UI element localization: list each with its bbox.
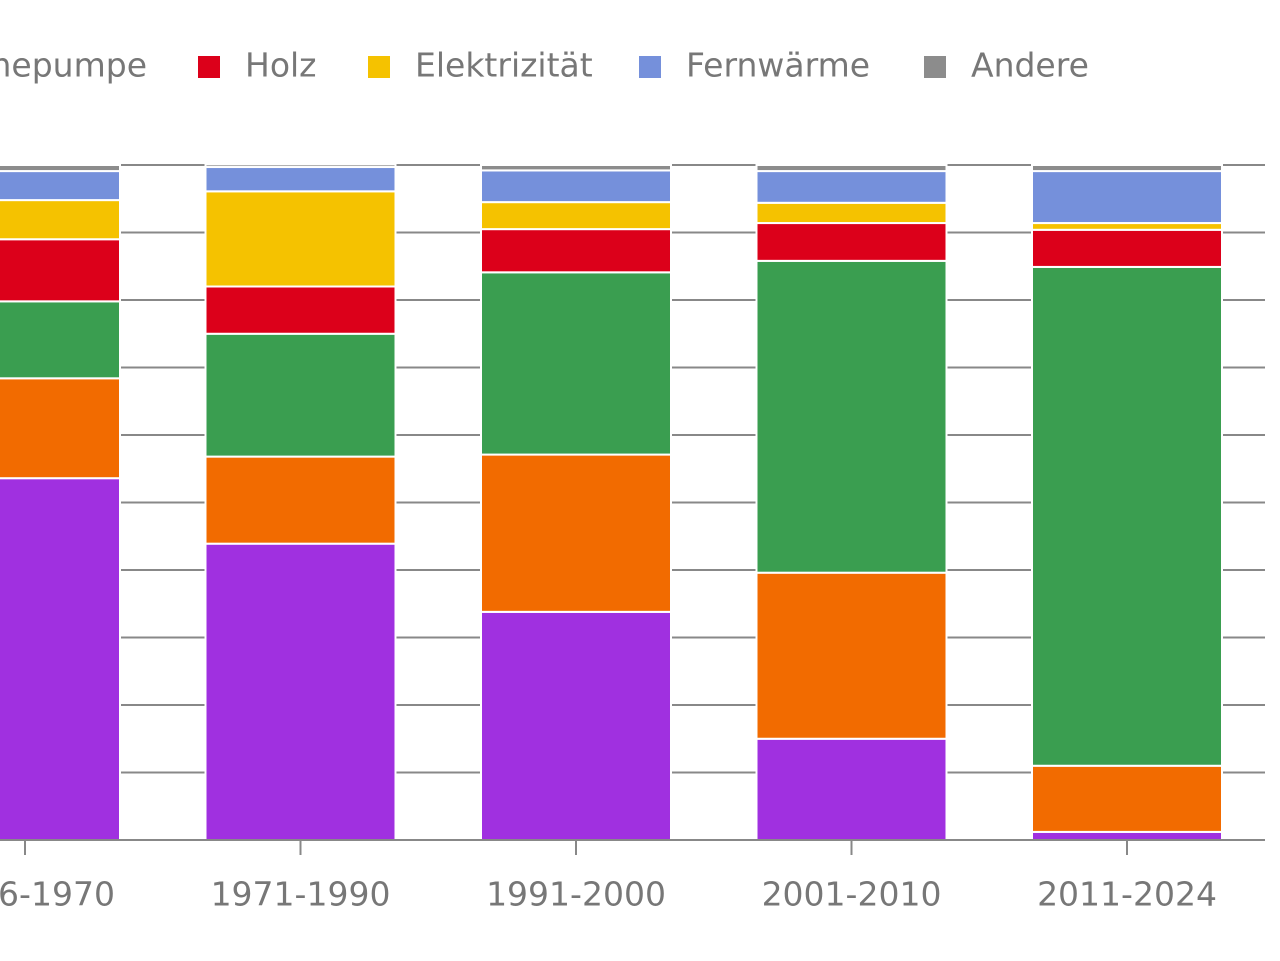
- legend-label: Andere: [971, 46, 1089, 85]
- bar-segment: [1031, 265, 1223, 767]
- bar-segment: [480, 271, 672, 456]
- bar-segment: [1031, 830, 1223, 842]
- bar-segment: [480, 453, 672, 613]
- legend-label: Fernwärme: [686, 46, 870, 85]
- bar-segment: [204, 163, 397, 169]
- bar-segment: [755, 201, 948, 225]
- bar-segment: [755, 222, 948, 262]
- bar-segment: [480, 201, 672, 231]
- bar-segment: [204, 542, 397, 841]
- bar-segment: [204, 166, 397, 193]
- x-tick-label: 2001-2010: [762, 875, 942, 914]
- bar-segment: [0, 377, 121, 480]
- bar-segment: [204, 455, 397, 545]
- x-tick-label: 1946-1970: [0, 875, 115, 914]
- legend-label: Elektrizität: [415, 46, 593, 85]
- bar-segment: [755, 164, 948, 173]
- x-tick-label: 1971-1990: [211, 875, 391, 914]
- bar-segment: [755, 170, 948, 204]
- bar-segment: [755, 737, 948, 841]
- bar-segment: [0, 164, 121, 173]
- bar-segment: [755, 571, 948, 740]
- bar-segment: [480, 610, 672, 841]
- bar-segment: [1031, 164, 1223, 173]
- bar-segment: [204, 190, 397, 288]
- bar-segment: [0, 238, 121, 303]
- bar-segment: [1031, 764, 1223, 833]
- bar-segment: [1031, 222, 1223, 231]
- bar-segment: [1031, 228, 1223, 268]
- legend-swatch: [198, 56, 220, 78]
- bar-segment: [755, 259, 948, 574]
- bar-segment: [480, 228, 672, 274]
- bar-segment: [1031, 170, 1223, 225]
- bar-segment: [480, 169, 672, 204]
- bar-segment: [0, 477, 121, 841]
- x-tick-label: 1991-2000: [486, 875, 666, 914]
- legend-swatch: [924, 56, 946, 78]
- bar-segment: [480, 164, 672, 172]
- bar-segment: [0, 170, 121, 202]
- bar-segment: [204, 285, 397, 335]
- bar-segment: [204, 332, 397, 458]
- legend-label: Holz: [245, 46, 317, 85]
- x-tick-label: 2011-2024: [1037, 875, 1217, 914]
- legend-swatch: [639, 56, 661, 78]
- legend-swatch: [368, 56, 390, 78]
- legend-label: Wärmepumpe: [0, 46, 147, 85]
- bar-segment: [0, 199, 121, 241]
- bar-segment: [0, 300, 121, 380]
